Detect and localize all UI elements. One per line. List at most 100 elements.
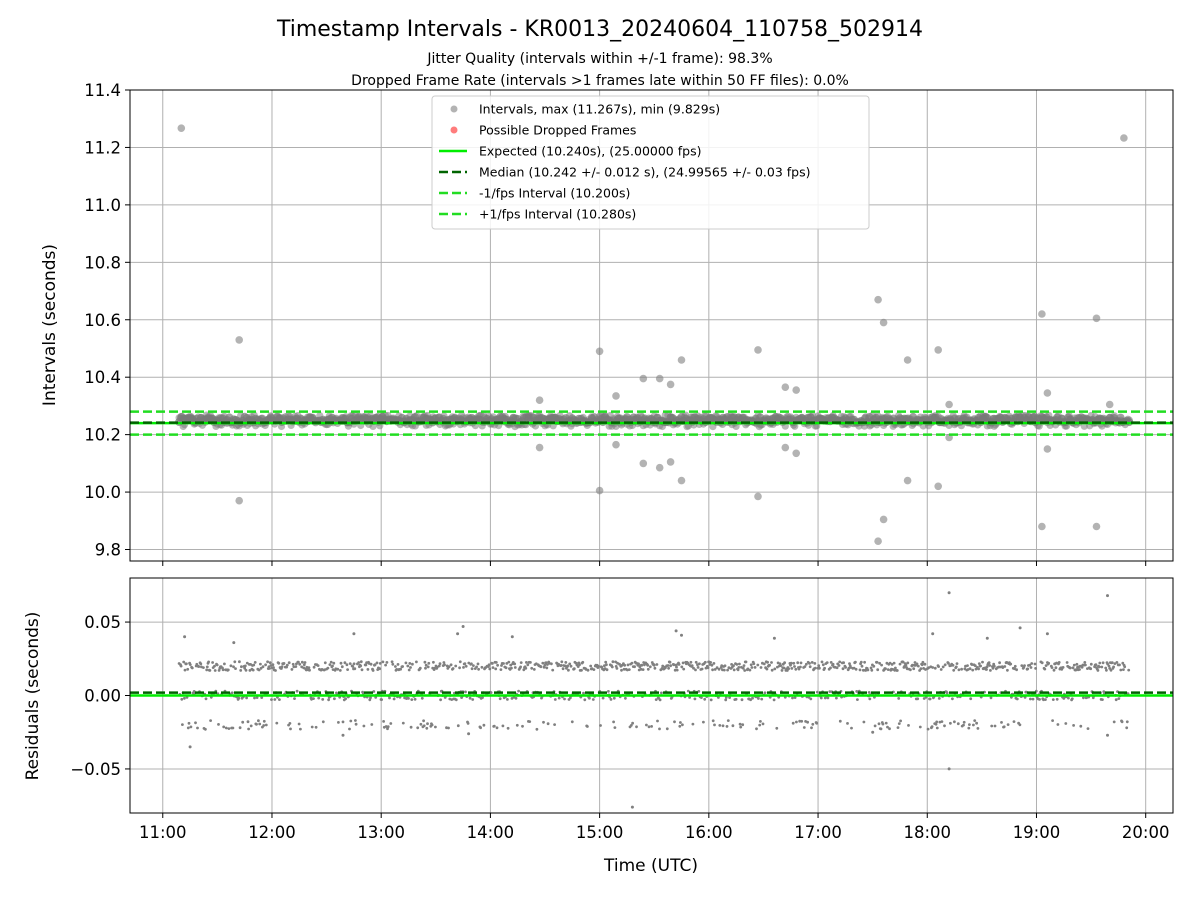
residual-point (354, 719, 357, 722)
residual-point (633, 665, 636, 669)
residual-point (583, 698, 587, 702)
residual-point (916, 697, 920, 701)
residual-point (513, 662, 517, 666)
residual-point (899, 719, 902, 723)
residual-point (829, 661, 833, 664)
residual-point (761, 722, 765, 726)
residual-point (293, 697, 296, 700)
residual-point (765, 667, 769, 671)
residual-point (763, 691, 767, 695)
residual-point (906, 661, 910, 665)
residual-point (535, 727, 539, 731)
interval-outlier-point (934, 482, 942, 491)
interval-outlier-point (781, 383, 790, 392)
residual-point (529, 661, 532, 664)
residual-point (202, 666, 205, 669)
residual-point (369, 662, 373, 666)
residual-point (702, 720, 705, 724)
residual-point (1065, 661, 1069, 664)
residual-point (660, 691, 663, 695)
residuals-y-ticks: 0.05 0.00 −0.05 (70, 613, 130, 779)
residual-point (1080, 665, 1084, 669)
residual-point (1079, 724, 1083, 728)
residual-point (492, 724, 496, 728)
residual-point (385, 661, 389, 664)
residual-point (866, 668, 870, 672)
residual-point (654, 698, 658, 701)
residual-point (239, 669, 243, 672)
residual-point (399, 667, 402, 671)
residual-point (1082, 696, 1085, 700)
residual-point (560, 660, 564, 664)
residual-point (700, 696, 703, 699)
intervals-plot-frame (129, 89, 1174, 562)
residual-point (506, 698, 509, 701)
y-tick-label: 10.2 (84, 426, 121, 445)
residual-point (607, 690, 610, 693)
residual-point (326, 666, 330, 670)
residual-point (675, 668, 679, 672)
residual-point (312, 665, 316, 669)
residual-point (327, 698, 330, 702)
residual-point (182, 660, 186, 664)
interval-outlier-point (666, 458, 675, 466)
interval-outlier-point (903, 356, 912, 364)
residual-point (1055, 697, 1059, 701)
residual-point (259, 666, 263, 670)
residual-point (682, 667, 686, 671)
residual-point (759, 666, 763, 669)
residual-point (709, 661, 712, 664)
residual-point (1038, 698, 1041, 701)
residual-point (181, 723, 184, 726)
residual-point (800, 719, 804, 723)
x-tick-label: 14:00 (467, 823, 515, 842)
legend-label-median: Median (10.242 +/- 0.012 s), (24.99565 +… (479, 165, 810, 180)
interval-outlier-point (595, 486, 604, 495)
residual-point (317, 696, 321, 700)
residual-point (693, 697, 697, 701)
residual-point (243, 666, 247, 670)
residual-outlier-point (772, 636, 776, 640)
residual-point (814, 666, 817, 670)
residual-point (260, 696, 264, 699)
residual-point (564, 661, 568, 664)
residual-point (793, 696, 797, 699)
residual-point (856, 698, 859, 701)
residual-point (773, 667, 777, 671)
residual-point (711, 719, 715, 723)
legend-marker-intervals (450, 105, 458, 113)
residual-point (711, 668, 714, 672)
residual-point (1018, 723, 1022, 727)
residual-point (310, 725, 314, 729)
residual-point (275, 721, 279, 725)
residual-outlier-point (630, 805, 634, 809)
residual-point (921, 660, 925, 664)
residual-point (968, 723, 971, 726)
residual-point (261, 665, 265, 669)
residual-point (434, 725, 437, 729)
residual-point (231, 726, 235, 730)
residual-point (502, 662, 505, 665)
x-tick-label: 20:00 (1122, 823, 1170, 842)
residual-point (282, 662, 286, 665)
residual-point (813, 662, 817, 665)
residual-point (316, 664, 320, 667)
residual-outlier-point (1018, 626, 1022, 630)
residual-point (207, 660, 211, 664)
residual-point (737, 666, 741, 669)
residual-point (496, 663, 499, 667)
residual-point (1061, 666, 1065, 669)
residual-point (416, 726, 420, 730)
residual-point (782, 666, 786, 670)
residual-point (424, 666, 427, 670)
residual-point (312, 697, 315, 700)
residual-point (232, 665, 235, 669)
residual-point (1119, 668, 1123, 672)
residual-point (297, 660, 300, 664)
residual-point (521, 724, 524, 728)
residual-point (605, 668, 609, 672)
legend-label-expected: Expected (10.240s), (25.00000 fps) (479, 144, 701, 159)
residual-point (237, 696, 241, 700)
residual-point (519, 665, 522, 669)
residual-point (1006, 668, 1009, 672)
